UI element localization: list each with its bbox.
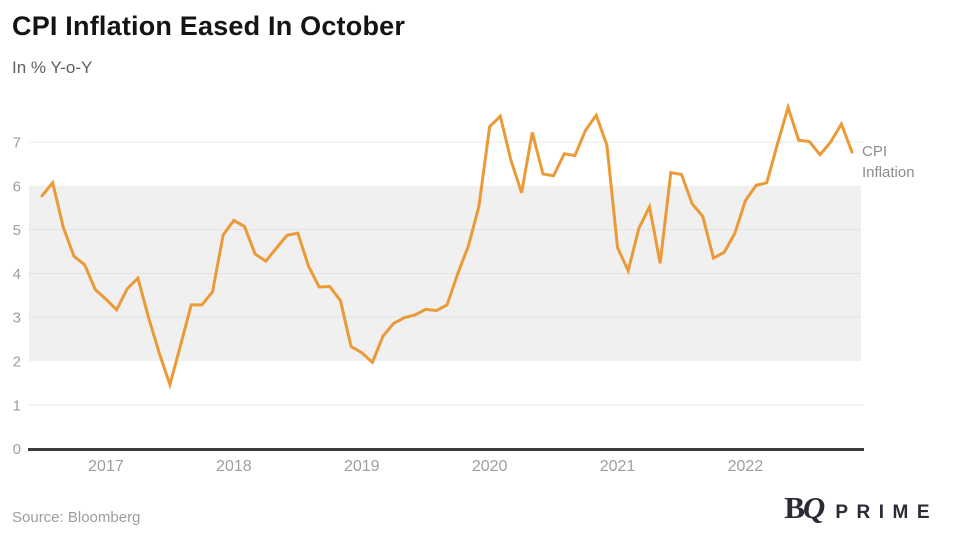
y-tick-label: 7: [13, 135, 21, 152]
x-tick-label: 2017: [88, 458, 124, 475]
y-tick-label: 1: [13, 397, 21, 414]
chart-unit-label: In % Y-o-Y: [12, 58, 93, 77]
y-tick-label: 5: [13, 222, 21, 239]
cpi-inflation-line: [40, 102, 854, 390]
bqprime-logo: B Q PRIME: [784, 490, 938, 526]
x-tick-label: 2021: [600, 458, 636, 475]
page-title: CPI Inflation Eased In October: [12, 11, 406, 41]
logo-prime-text: PRIME: [835, 502, 938, 523]
series-label: CPI Inflation: [862, 143, 915, 181]
x-tick-label: 2018: [216, 458, 252, 475]
y-tick-label: 6: [13, 178, 21, 195]
logo-letter-b: B: [784, 490, 805, 525]
logo-letter-q: Q: [802, 490, 826, 525]
y-tick-label: 0: [13, 441, 21, 458]
y-tick-label: 3: [13, 310, 21, 327]
x-tick-label: 2022: [728, 458, 764, 475]
source-credit: Source: Bloomberg: [12, 509, 141, 526]
x-tick-label: 2019: [344, 458, 380, 475]
y-tick-label: 2: [13, 354, 21, 371]
x-tick-label: 2020: [472, 458, 508, 475]
y-tick-label: 4: [13, 266, 21, 283]
